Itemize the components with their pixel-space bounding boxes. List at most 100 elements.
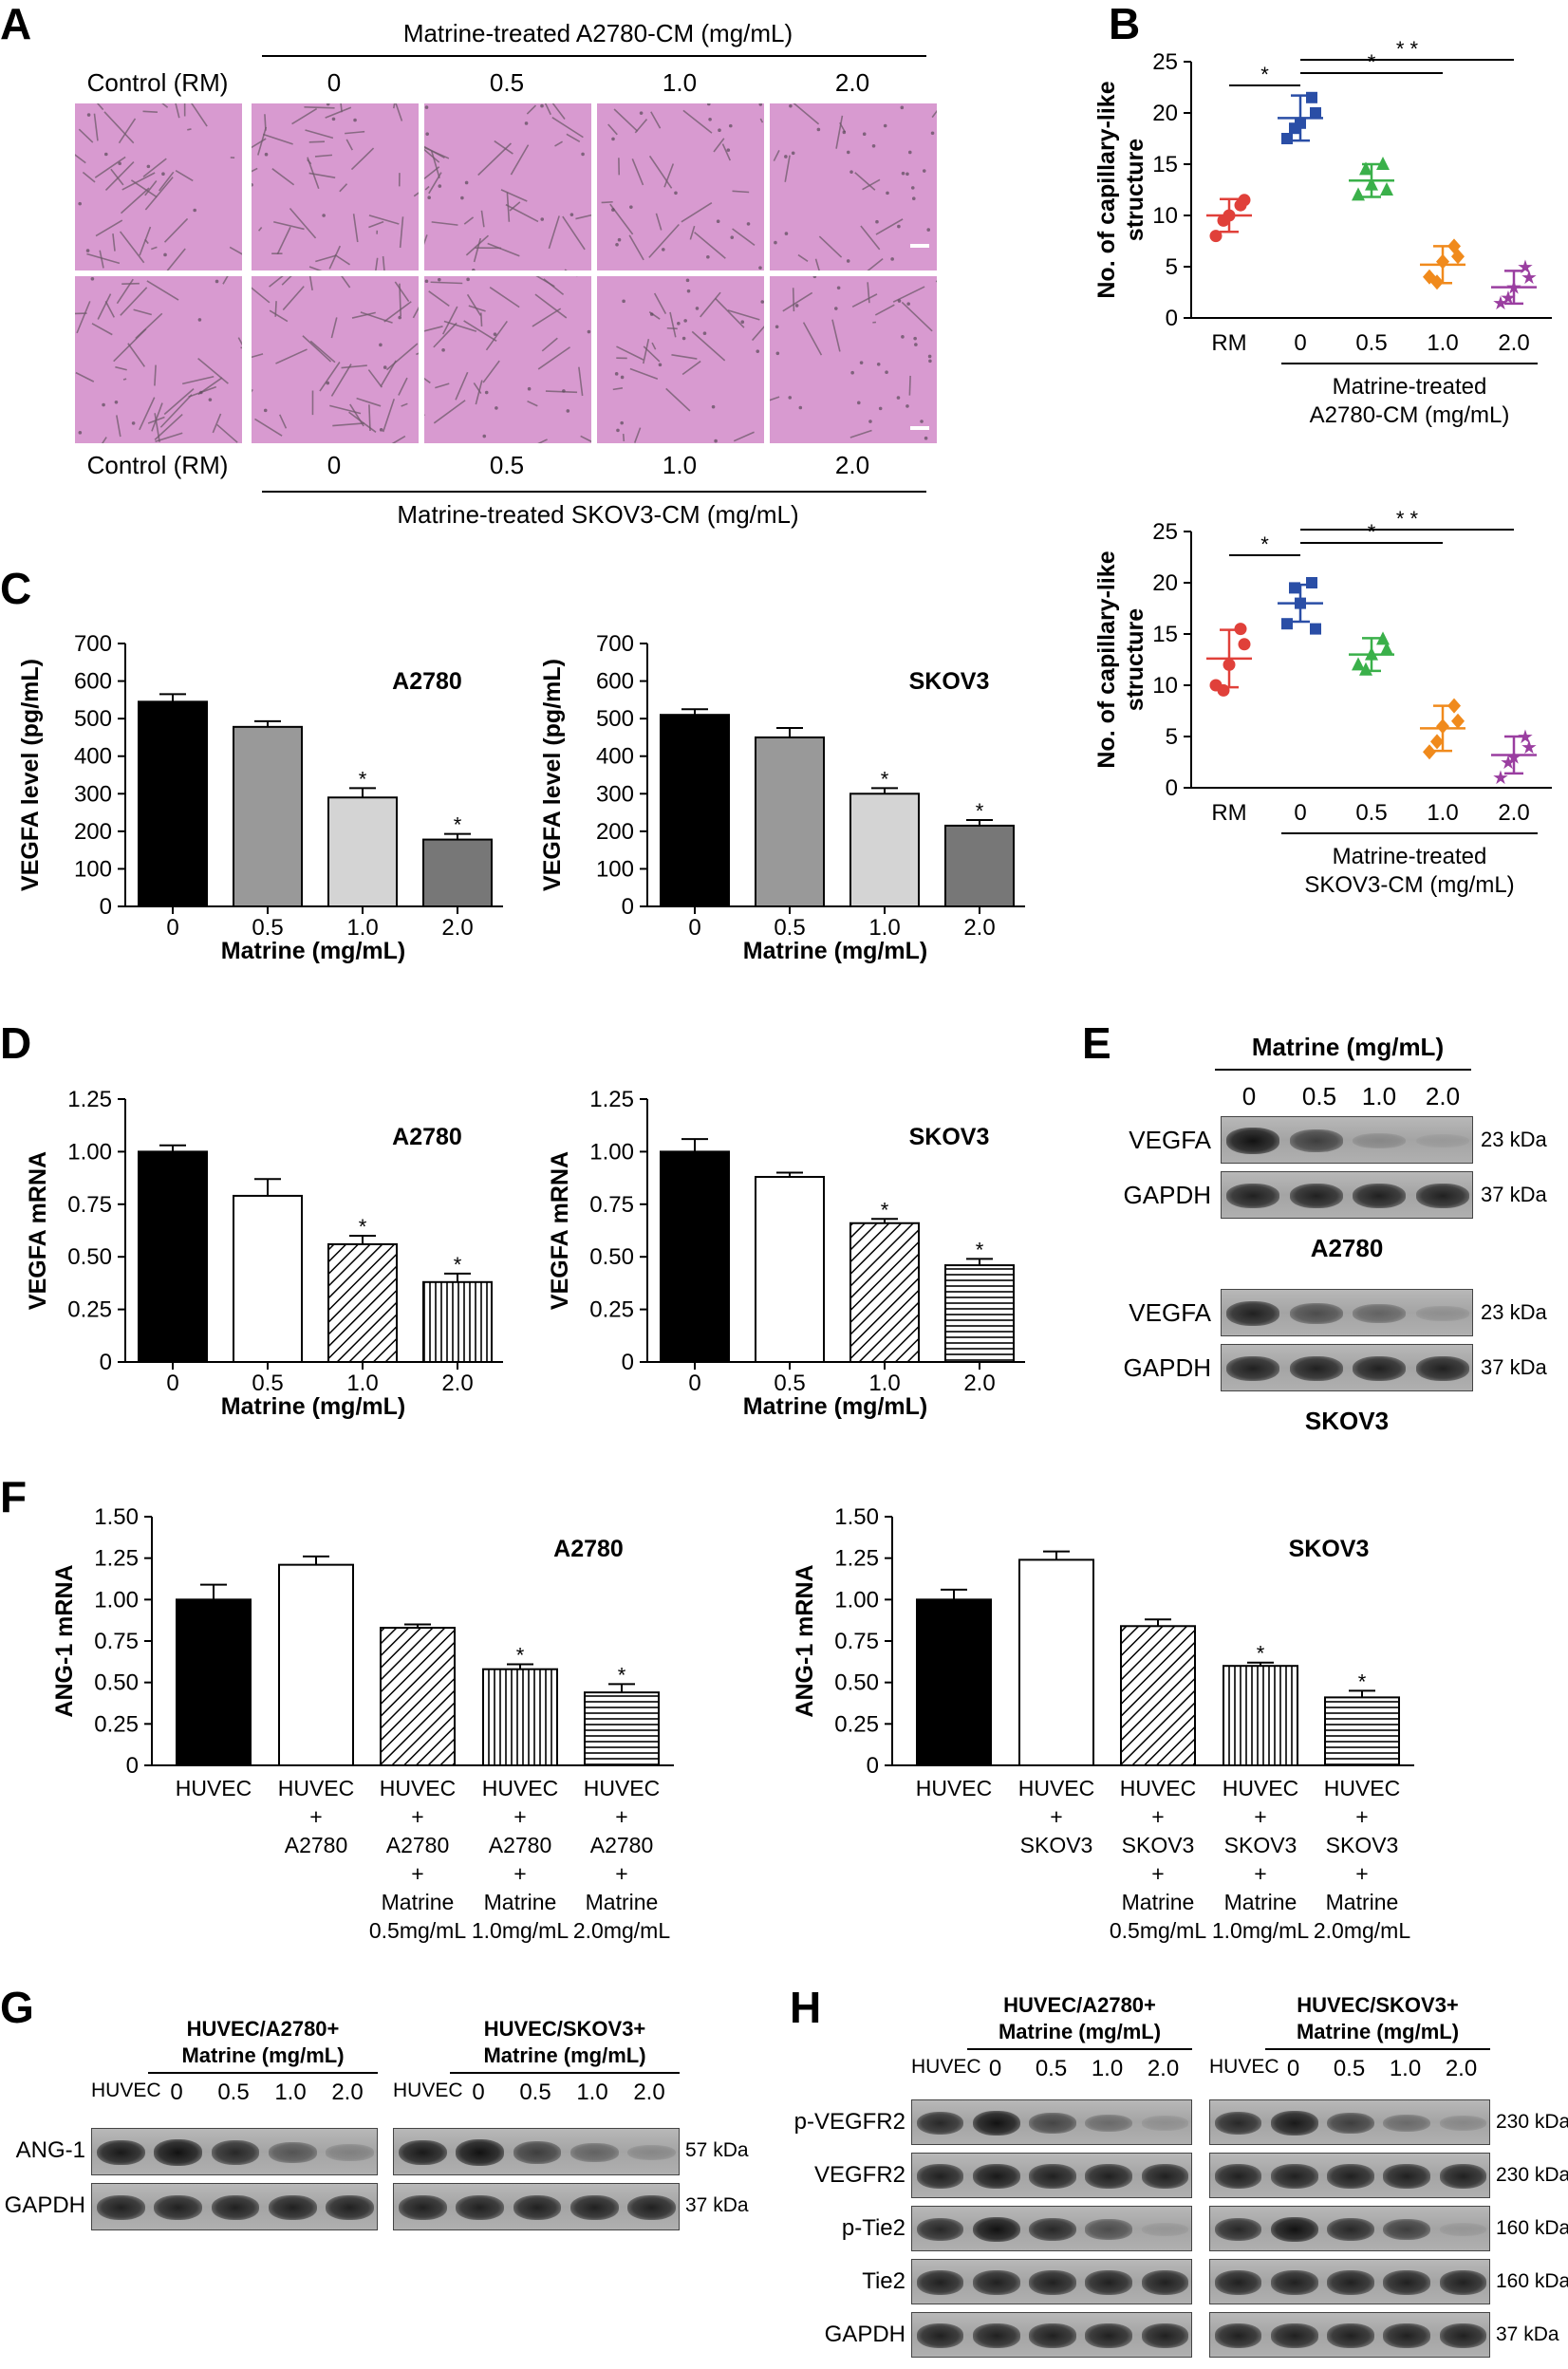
x-tick-label: HUVEC [482,1776,559,1800]
micrograph-tube [380,360,397,387]
blot-band [1085,2323,1133,2348]
micrograph-tube [276,226,291,255]
blot-band [1270,2164,1318,2189]
micrograph-tube [931,109,937,119]
blot-band [916,2164,964,2189]
micrograph-cell [906,302,910,306]
micrograph-cell [524,121,529,125]
lane-label: 0.5 [519,2080,551,2105]
blot-row-label: GAPDH [824,2322,905,2347]
bar [849,1222,920,1363]
micrograph-cell [263,408,268,413]
x-tick-label: 0.5 [1355,330,1387,356]
blot-band [1383,2114,1431,2133]
x-tick-label: SKOV3 [1020,1833,1093,1857]
x-tick-label: + [1355,1804,1368,1829]
micrograph-tube [116,415,121,438]
data-point [1238,638,1251,651]
micrograph-tube [352,214,359,243]
x-tick-label: + [1050,1804,1062,1829]
x-tick-label: HUVEC [176,1776,252,1800]
micrograph-cell [842,130,847,135]
micrograph-tube [650,111,662,129]
significance-label: * * [1396,507,1419,531]
blot-band [1383,2164,1431,2189]
micrograph-network [424,276,591,443]
y-tick-label: 0.50 [94,1670,139,1696]
panel-label-e: E [1082,1018,1111,1068]
blot-band [1226,1300,1280,1327]
y-tick-label: 0.25 [589,1297,634,1323]
micrograph-cell [611,208,615,212]
blot-band [211,2140,260,2165]
micrograph-cell [215,279,219,284]
blot-row-label: p-Tie2 [841,2215,905,2241]
x-tick-label: 0.5mg/mL [1110,1918,1206,1943]
micrograph-tube [279,414,288,429]
x-tick-label: 0.5 [774,1371,805,1396]
micrograph-tube [431,221,458,226]
data-point: ★ [1521,268,1538,289]
micrograph-tube [773,150,780,161]
panel-label-a: A [0,0,32,48]
micrograph-tube [262,133,293,145]
panel-a-top-bracket [262,55,926,57]
blot-strip [393,2183,680,2230]
micrograph-tube [95,219,123,237]
blot-band [1029,2113,1076,2134]
panel-label-g: G [0,1983,34,2032]
data-point [1380,642,1393,656]
micrograph-tube [154,413,160,442]
micrograph-cell [472,268,476,270]
lane-label: 2.0 [633,2080,665,2105]
micrograph-tube [875,218,904,235]
blot-band [1214,2164,1262,2189]
micrograph-cell [587,329,591,334]
blot-band [1289,1183,1343,1209]
micrograph-cell [775,325,779,329]
blot-band [1289,1355,1343,1382]
micrograph-tube [714,297,745,328]
micrograph-cell [353,118,357,122]
y-tick-label: 300 [596,781,634,807]
y-tick-label: 1.50 [94,1504,139,1530]
micrograph-cell [901,171,905,176]
micrograph-tube [424,234,428,246]
micrograph-cell [859,361,864,364]
x-tick-label: A2780 [489,1833,552,1857]
micrograph-tube [633,427,642,443]
lane-label: 0.5 [1035,2056,1068,2081]
blot-row-label: ANG-1 [15,2137,85,2163]
data-point [1281,133,1293,144]
micrograph-cell [695,307,700,310]
data-point [1436,253,1449,270]
micrograph-tube [314,154,333,158]
micrograph-cell [78,201,82,206]
micrograph-cell [774,240,777,245]
micrograph-tube [455,371,469,401]
y-tick-label: 0.50 [834,1670,879,1696]
micrograph-tube [468,305,486,312]
micrograph-tube [607,123,618,136]
blot-band [916,2217,964,2242]
y-tick-label: 1.00 [94,1587,139,1613]
micrograph-tube [78,128,94,143]
bar [422,838,493,907]
blot-band [1327,2217,1374,2242]
x-tick-label: 2.0 [963,1371,995,1396]
micrograph-tube [350,147,375,171]
micrograph-cell [812,276,817,279]
x-tick-label: HUVEC [584,1776,661,1800]
micrograph-cell [425,132,429,136]
micrograph-cell [930,131,935,136]
micrograph-cell [927,354,932,359]
scale-bar [910,426,929,430]
blot-band [1353,1183,1407,1209]
blot-band [1415,1183,1469,1209]
micrograph-tube [115,365,127,371]
bar [755,1175,825,1363]
x-tick-label: HUVEC [1120,1776,1197,1800]
micrograph [423,275,592,444]
y-tick-label: 600 [596,669,634,695]
significance-label: * [976,799,984,823]
